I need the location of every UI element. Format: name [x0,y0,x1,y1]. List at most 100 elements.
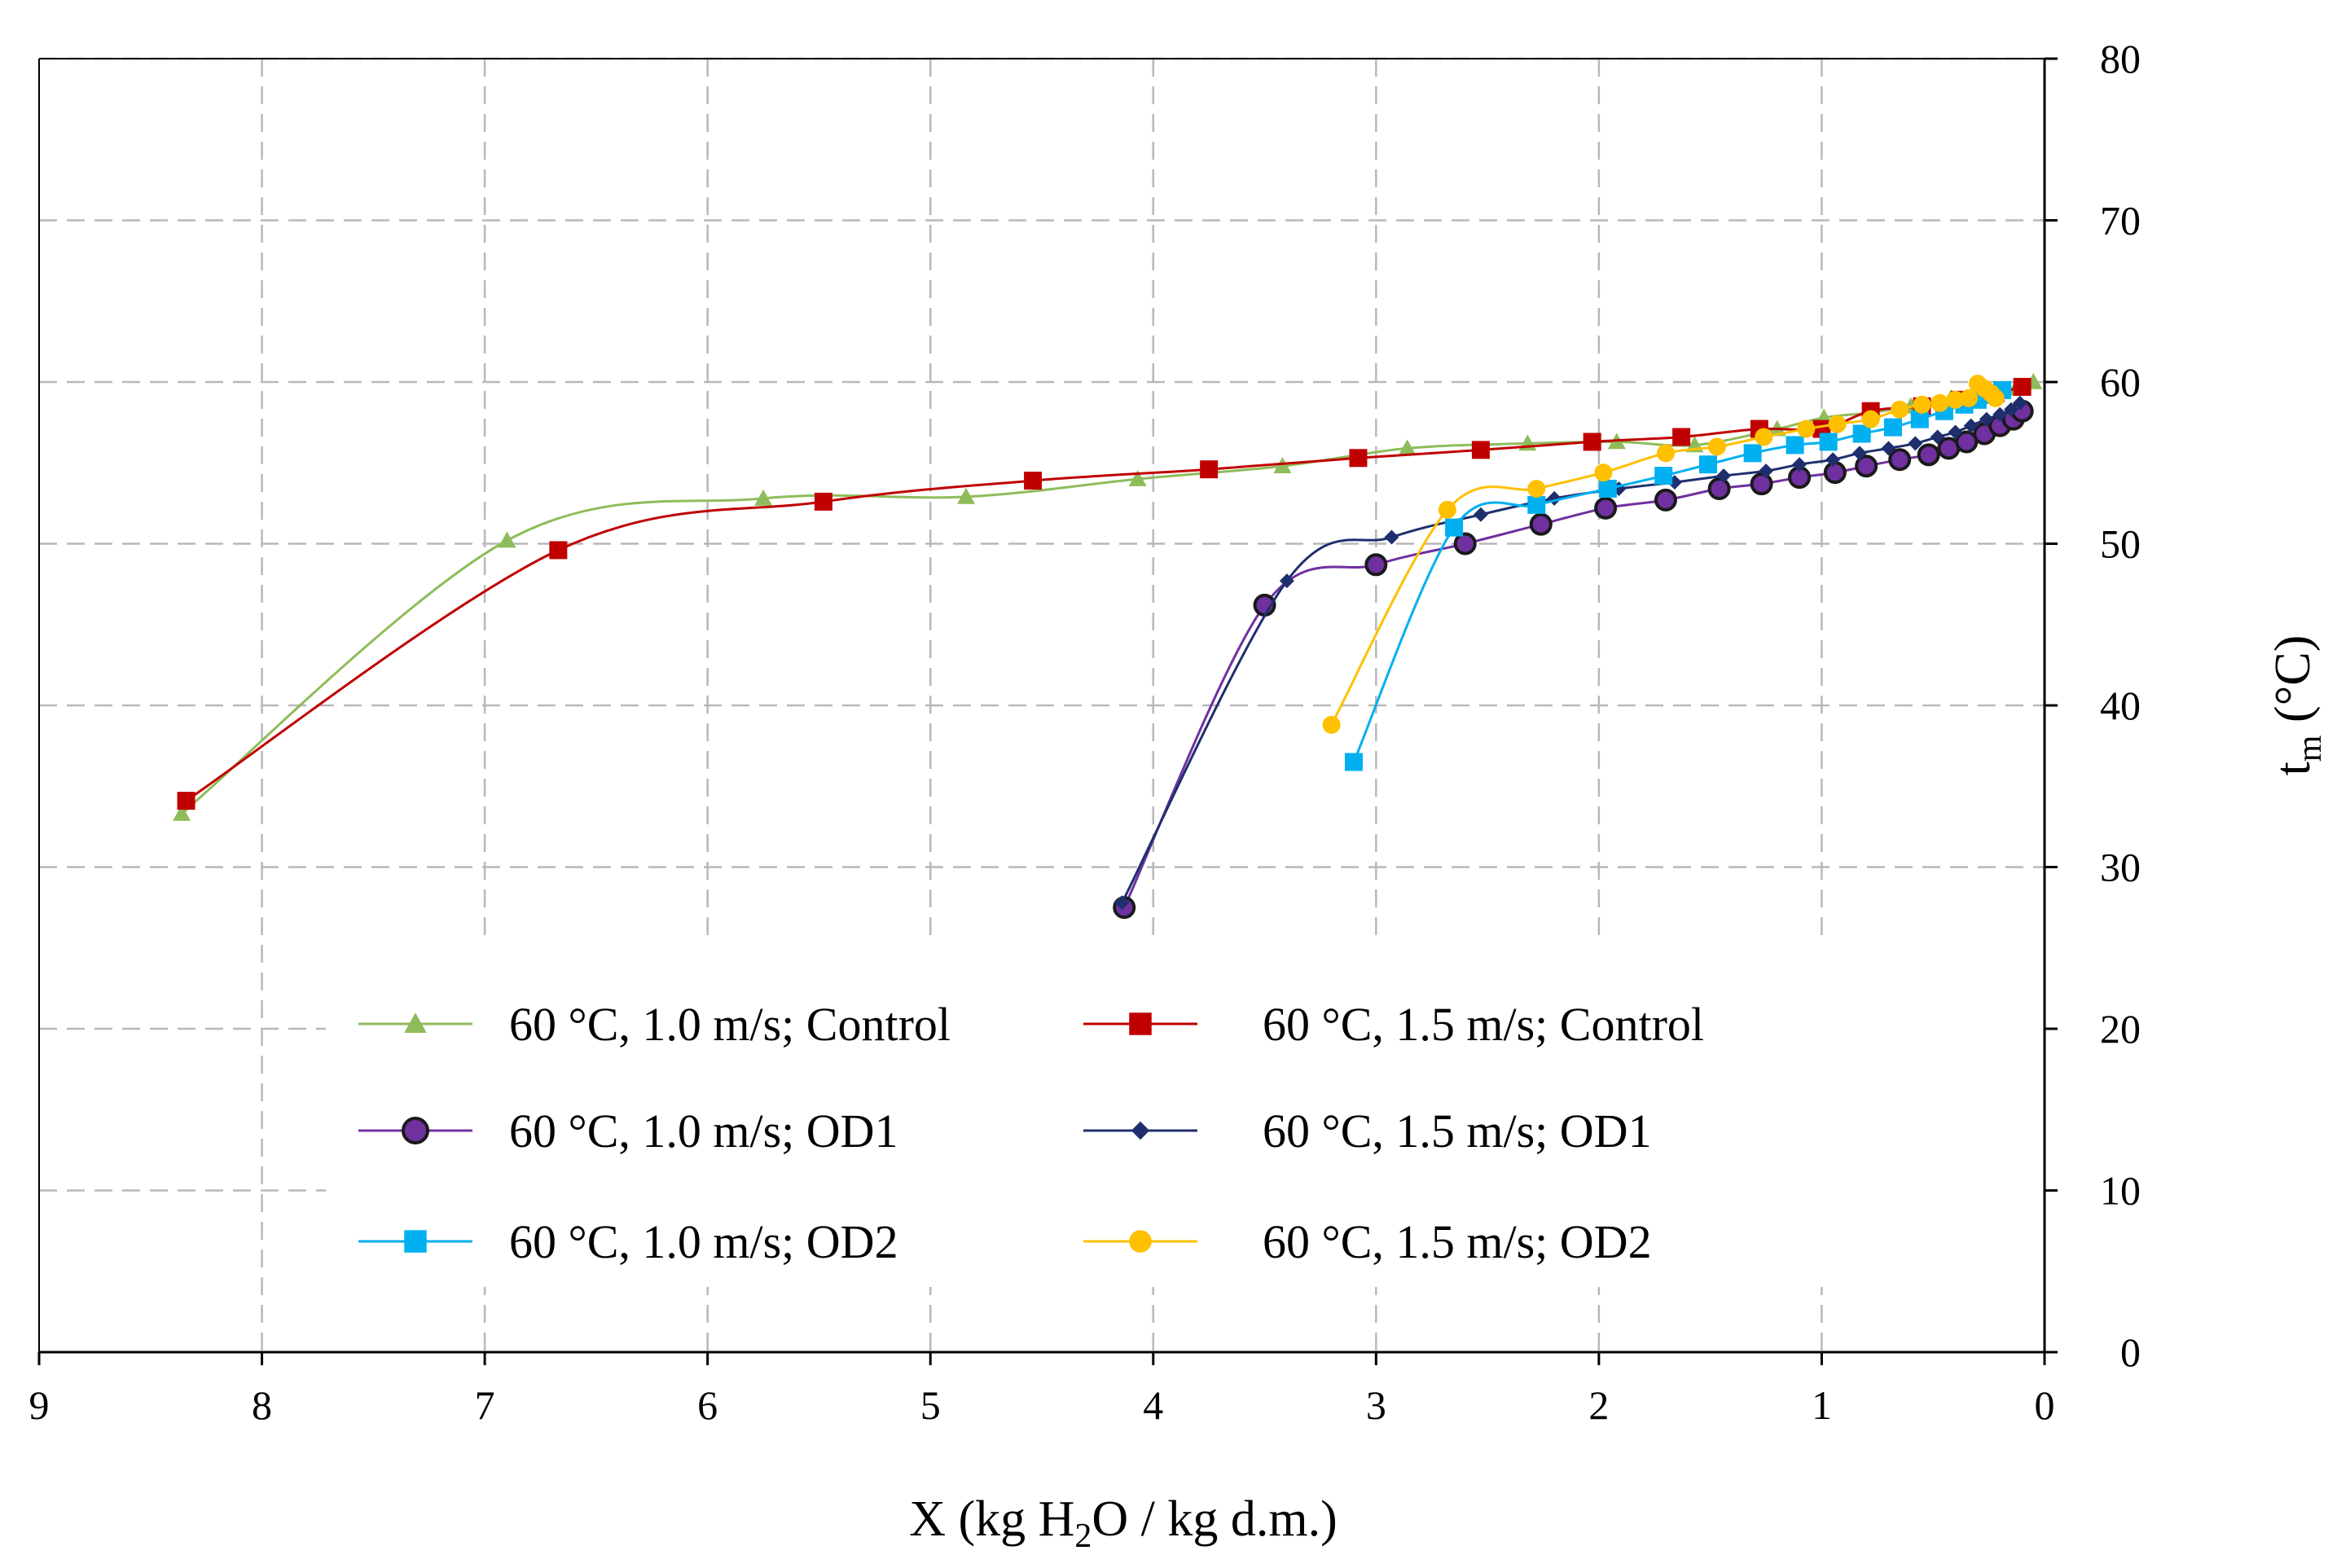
y-tick-label-8: 80 [2100,36,2141,81]
series-3-point-16 [1963,418,1979,433]
x-tick-label-4: 5 [920,1382,941,1428]
series-1-point-8 [1672,428,1691,446]
x-tick-label-6: 3 [1366,1382,1386,1428]
y-axis-title-part-2: (°C) [2265,635,2321,736]
x-tick-label-9: 0 [2035,1382,2055,1428]
legend-marker-4 [404,1230,427,1253]
series-3-point-17 [1979,411,1994,427]
y-tick-label-1: 10 [2100,1168,2141,1214]
series-5-point-1 [1438,500,1456,519]
series-3-point-15 [1948,424,1963,440]
x-tick-label-7: 2 [1588,1382,1609,1428]
series-4-point-6 [1743,444,1762,463]
series-3-point-2 [1384,529,1399,545]
series-2-point-7 [1707,477,1731,501]
legend-entry-3: 60 °C, 1.5 m/s; OD1 [1083,1105,1652,1157]
legend-background [326,945,2053,1287]
series-2-point-13 [1917,443,1940,467]
series-4-point-1 [1445,518,1464,537]
legend-entry-4: 60 °C, 1.0 m/s; OD2 [358,1215,898,1268]
series-5-point-9 [1861,410,1880,428]
series-4-point-7 [1786,436,1804,455]
legend-label-1: 60 °C, 1.5 m/s; Control [1263,998,1704,1051]
legend-entry-1: 60 °C, 1.5 m/s; Control [1083,998,1704,1051]
series-2-point-2 [1364,553,1388,577]
series-3-point-9 [1792,457,1808,472]
y-tick-label-2: 20 [2100,1006,2141,1052]
legend-entry-2: 60 °C, 1.0 m/s; OD1 [358,1105,898,1157]
series-5-point-2 [1527,480,1546,499]
series-3-point-6 [1667,475,1682,490]
legend-label-4: 60 °C, 1.0 m/s; OD2 [509,1215,898,1268]
series-2-point-5 [1594,496,1618,520]
x-tick-label-8: 1 [1812,1382,1832,1428]
x-tick-label-2: 7 [475,1382,495,1428]
y-axis-title: tm (°C) [2265,635,2329,776]
y-axis-title-part-1: t [2265,762,2321,775]
series-2-point-15 [1955,430,1979,454]
series-0-point-3 [956,487,975,504]
series-layer [173,373,2043,920]
series-1-point-6 [1471,441,1490,459]
legend-marker-3 [1131,1121,1150,1140]
series-3 [1114,395,2027,911]
series-4-point-9 [1852,424,1871,443]
series-4-point-2 [1527,495,1546,514]
series-5-point-7 [1797,419,1816,438]
series-5-point-0 [1322,715,1341,734]
series-2-point-6 [1654,488,1677,512]
series-5-point-5 [1707,437,1726,456]
series-3-point-11 [1851,446,1867,461]
series-4-point-8 [1819,433,1838,451]
series-2-point-11 [1855,455,1878,478]
series-3-point-20 [2012,395,2027,411]
series-5-point-4 [1656,444,1675,463]
legend-marker-5 [1129,1230,1152,1253]
x-axis-title-subscript: 2 [1074,1517,1092,1555]
series-3-point-18 [1992,406,2008,422]
y-ticks: 0 10 20 30 40 50 60 70 80 [2045,36,2141,1375]
series-4-point-0 [1344,753,1363,771]
series-3-point-12 [1881,441,1896,456]
series-1-point-7 [1583,433,1601,451]
series-2-point-3 [1453,532,1477,556]
y-tick-label-3: 30 [2100,845,2141,890]
legend: 60 °C, 1.0 m/s; Control 60 °C, 1.5 m/s; C… [358,998,1704,1268]
series-3-point-13 [1908,436,1923,451]
series-3-point-10 [1825,452,1841,468]
series-5-point-18 [1986,389,2005,407]
series-3-point-1 [1279,573,1294,589]
series-3-point-0 [1114,895,1130,911]
series-3-point-8 [1759,463,1774,479]
series-1 [177,377,2032,810]
series-3-point-19 [2003,402,2018,417]
x-axis-title: X (kg H2O / kg d.m.) [909,1491,1338,1555]
y-tick-label-6: 60 [2100,359,2141,405]
x-ticks: 9 8 7 6 5 4 3 2 1 0 [29,1352,2055,1428]
series-1-point-5 [1349,449,1368,468]
series-5-point-11 [1913,395,1931,414]
series-4-point-4 [1654,467,1673,485]
series-3-point-14 [1930,429,1945,445]
series-5-point-6 [1755,428,1773,446]
series-5 [1322,374,2005,734]
series-2-point-10 [1823,461,1847,485]
series-4-point-11 [1910,410,1929,428]
y-tick-label-0: 0 [2120,1329,2141,1375]
series-5-point-14 [1959,389,1978,407]
series-5-point-13 [1946,390,1965,409]
legend-box [326,945,2053,1287]
series-3-point-7 [1716,468,1732,484]
axes [38,58,2046,1354]
series-1-point-1 [549,541,568,560]
x-tick-label-5: 4 [1143,1382,1163,1428]
series-4-point-3 [1598,480,1617,499]
series-2-line [1122,410,2023,908]
series-0-point-1 [498,531,516,548]
legend-label-5: 60 °C, 1.5 m/s; OD2 [1263,1215,1652,1268]
series-2-point-8 [1750,472,1773,496]
series-0-point-6 [1398,439,1417,456]
legend-entry-0: 60 °C, 1.0 m/s; Control [358,998,951,1051]
legend-marker-1 [1129,1012,1152,1035]
